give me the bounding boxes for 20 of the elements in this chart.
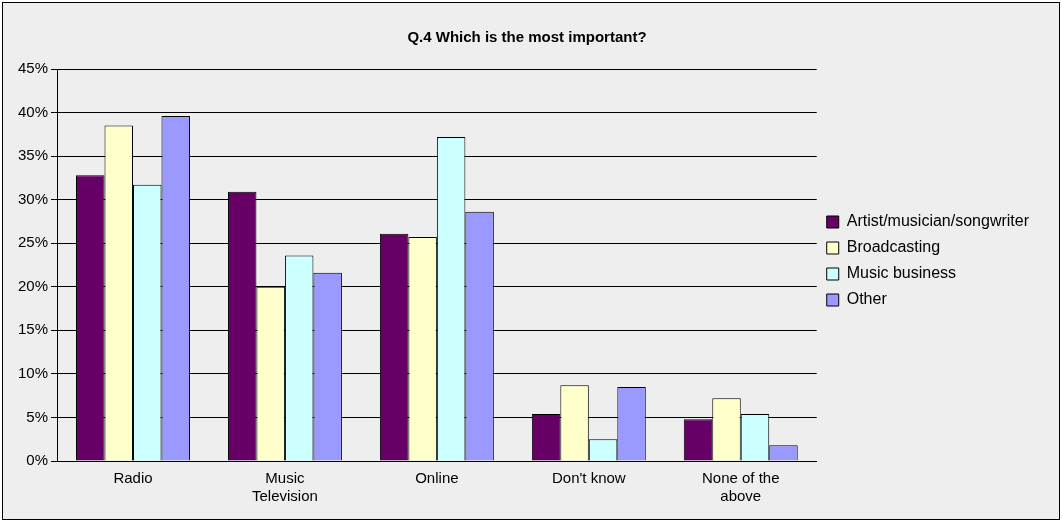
legend-label: Other [846,290,888,308]
y-tick-label: 40% [17,102,49,120]
y-tick-label: 0% [26,451,49,469]
y-tick-label: 45% [17,59,49,77]
legend-label: Artist/musician/songwriter [846,212,1030,230]
y-tick-label: 20% [17,276,49,294]
legend-label: Broadcasting [846,238,941,256]
chart-title: Q.4 Which is the most important? [407,28,647,46]
y-tick-label: 15% [17,320,49,338]
x-tick-label: Online [415,469,459,487]
x-tick-label: Music Television [252,469,318,505]
x-tick-label: Radio [113,469,153,487]
x-tick-label: None of the above [701,469,780,505]
y-tick-label: 10% [17,364,49,382]
y-tick-label: 5% [26,407,49,425]
x-tick-label: Don't know [551,469,626,487]
legend-label: Music business [846,264,957,282]
y-tick-label: 35% [17,146,49,164]
y-tick-label: 25% [17,233,49,251]
y-tick-label: 30% [17,189,49,207]
